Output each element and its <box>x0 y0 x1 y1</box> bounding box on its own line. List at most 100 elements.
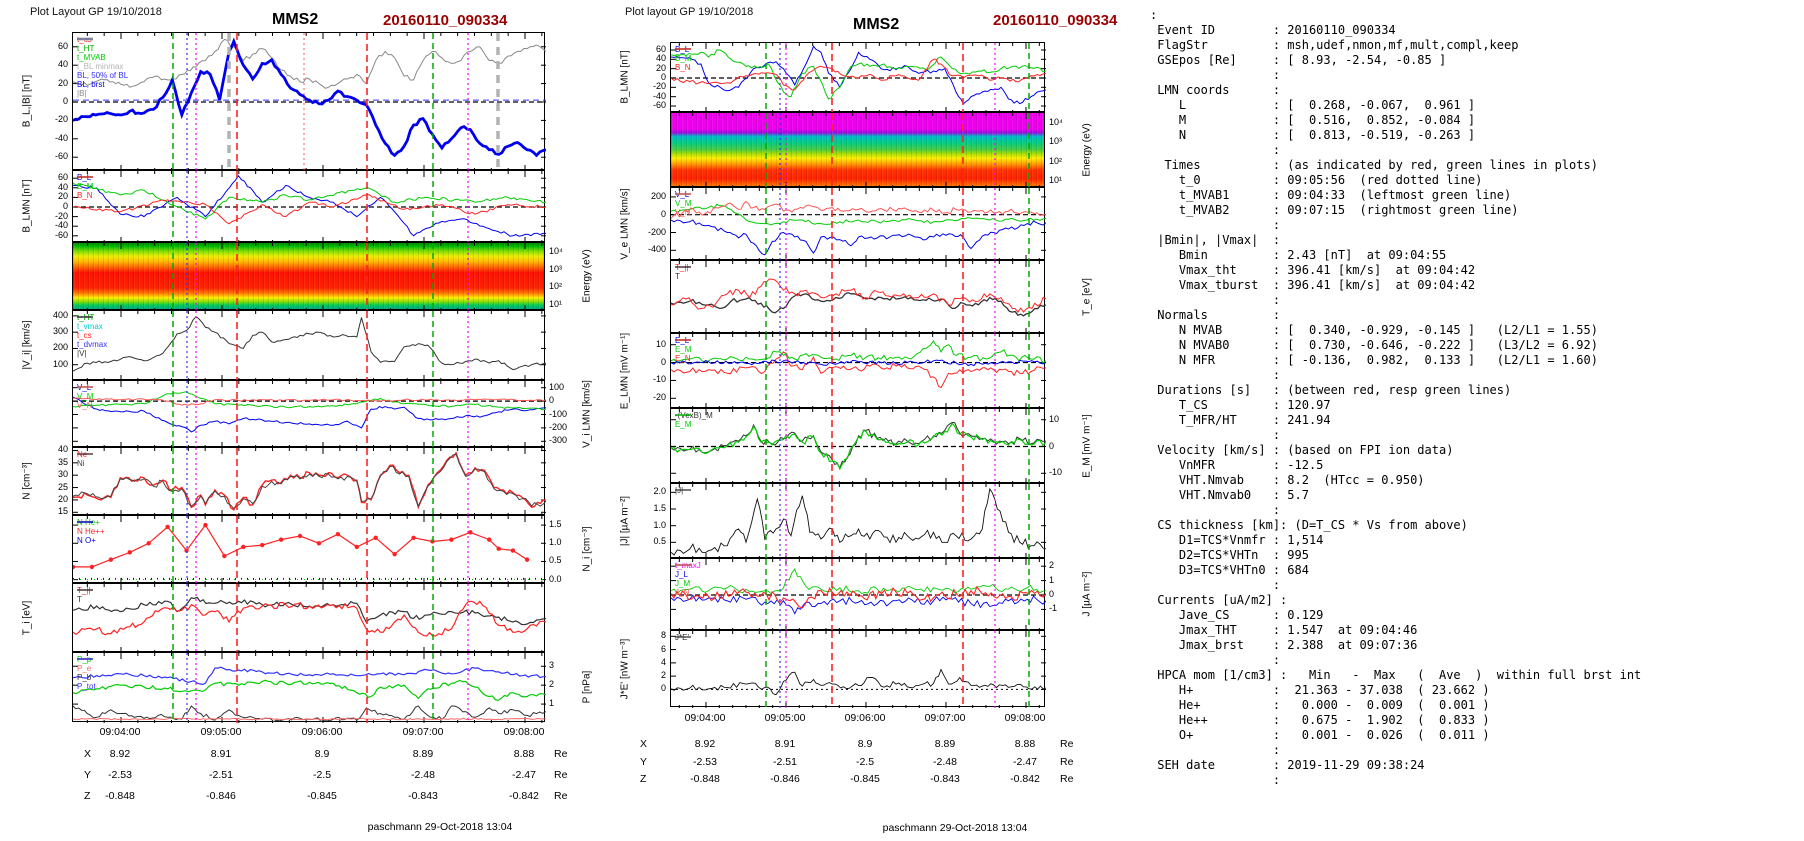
pressure-legend: P_p P_e P_b P_tot <box>77 655 96 691</box>
data-point <box>496 546 501 551</box>
position-value: 8.92 <box>109 748 131 760</box>
legend-label: V_N <box>675 207 691 217</box>
y-tick-label: 60 <box>57 40 68 51</box>
legend-label: P_tot <box>77 681 96 691</box>
event-id-title: 20160110_090334 <box>993 12 1118 29</box>
plot-layout-note: Plot Layout GP 19/10/2018 <box>30 6 162 18</box>
legend-label: BL, 50% of BL <box>77 70 129 80</box>
legend-label: t_BL minmax <box>77 61 124 71</box>
data-point <box>165 524 170 530</box>
middle-figure-j-mag-panel: |J| <box>670 483 1046 559</box>
series-vn <box>671 200 1046 219</box>
data-point <box>222 553 227 559</box>
legend-label: Ni <box>77 458 85 468</box>
data-point <box>203 522 208 528</box>
left-figure-v-ion-lmn-panel: V_L V_M V_N <box>72 380 546 448</box>
legend-line-sample <box>675 489 691 491</box>
position-value: -0.842 <box>509 790 539 802</box>
position-unit: Re <box>554 748 568 760</box>
y-tick-label: -300 <box>549 435 568 446</box>
y-tick-label: 300 <box>52 326 68 337</box>
y-tick-label: 4 <box>660 656 666 667</box>
y-tick-label: -60 <box>54 151 68 162</box>
data-point <box>468 530 473 535</box>
axis-label-v-ion-mag: |V_i| [km/s] <box>21 320 33 370</box>
left-figure-density-panel: Ne Ni <box>72 447 546 516</box>
position-value: -2.53 <box>108 769 132 781</box>
y-tick-label: 0 <box>660 208 666 219</box>
position-value: 8.9 <box>857 738 873 750</box>
legend-label: P_e <box>77 663 92 673</box>
series-vl <box>73 396 546 433</box>
legend-line-sample <box>77 589 93 591</box>
series-vm <box>73 391 546 411</box>
y-tick-label: 20 <box>57 191 68 202</box>
legend-item: t_vmax <box>77 316 107 331</box>
y-tick-label: -40 <box>54 220 68 231</box>
axis-label-jdote: J*E' [nW m⁻³] <box>619 638 631 699</box>
y-tick-label: -1 <box>1049 603 1058 614</box>
data-point <box>510 548 516 553</box>
legend-item: N O+ <box>77 521 105 545</box>
legend-label: B_M <box>77 181 94 191</box>
data-point <box>411 535 416 541</box>
b-lmn-legend: B_L B_M B_N <box>77 173 93 200</box>
y-tick-label: -20 <box>652 392 666 403</box>
y-tick-label: 200 <box>52 342 68 353</box>
energy-tick-label: 10⁴ <box>549 246 563 257</box>
axis-label-t-electron: T_e [eV] <box>1081 277 1093 316</box>
data-point <box>146 541 151 546</box>
legend-item: P_e <box>77 658 96 673</box>
j-mag-legend: |J| <box>675 486 691 495</box>
y-tick-label: -20 <box>54 114 68 125</box>
legend-line-sample <box>675 414 691 416</box>
y-tick-label: -60 <box>652 100 666 110</box>
series-ni <box>73 453 546 510</box>
legend-label: V_M <box>77 391 94 401</box>
legend-label: BL, brst <box>77 79 105 89</box>
middle-figure-electron-spectrogram-panel <box>670 112 1045 188</box>
y-tick-label: 0 <box>1049 589 1055 599</box>
legend-label: E_M <box>675 419 692 429</box>
legend-item: BL, 50% of BL <box>77 38 129 80</box>
jdote-legend: J*E' <box>675 633 691 642</box>
middle-figure-jdote-panel: J*E' <box>670 630 1046 708</box>
position-value: -2.47 <box>512 769 536 781</box>
position-value: -0.845 <box>307 790 337 802</box>
y-tick-label: 15 <box>57 506 68 517</box>
e-lmn-legend: E_L E_M E_N <box>675 336 691 363</box>
series-el <box>671 359 1046 367</box>
position-value: 8.91 <box>774 738 796 750</box>
v-ion-mag-legend: t_HT t_vmax t_cs t_dvmax |V| <box>77 313 107 358</box>
data-point <box>241 544 246 550</box>
time-tick-label: 09:04:00 <box>99 726 141 738</box>
y-tick-label: -100 <box>549 408 568 419</box>
axis-label-minor-ions: N_i [cm⁻³] <box>581 526 593 572</box>
legend-item: J_N <box>675 564 701 597</box>
position-unit: Re <box>1060 738 1074 750</box>
y-tick-label: 400 <box>52 309 68 320</box>
y-tick-label: 8 <box>660 630 666 641</box>
series-tpar <box>671 278 1046 313</box>
position-value: -0.846 <box>206 790 236 802</box>
legend-item: t_dvmax <box>77 316 107 349</box>
position-row-label: X <box>640 738 648 750</box>
data-point <box>524 557 530 562</box>
position-value: -2.5 <box>312 769 332 781</box>
position-value: -0.848 <box>105 790 135 802</box>
position-value: 8.9 <box>314 748 330 760</box>
y-tick-label: -20 <box>54 210 68 221</box>
left-figure-ion-spectrogram-panel <box>72 242 545 311</box>
density-legend: Ne Ni <box>77 450 93 468</box>
legend-label: J_N <box>675 587 690 597</box>
time-tick-label: 09:08:00 <box>503 726 545 738</box>
legend-item: t_HT <box>77 38 128 53</box>
legend-line-sample <box>77 386 93 388</box>
exb-compare-legend: -(VexB)_M E_M <box>675 411 713 429</box>
axis-label-exb-compare: E_M [mV m⁻¹] <box>1081 413 1093 478</box>
data-point <box>392 551 397 557</box>
y-tick-label: 0.5 <box>653 536 666 547</box>
y-tick-label: 0.5 <box>549 555 562 566</box>
position-value: 8.89 <box>412 748 434 760</box>
